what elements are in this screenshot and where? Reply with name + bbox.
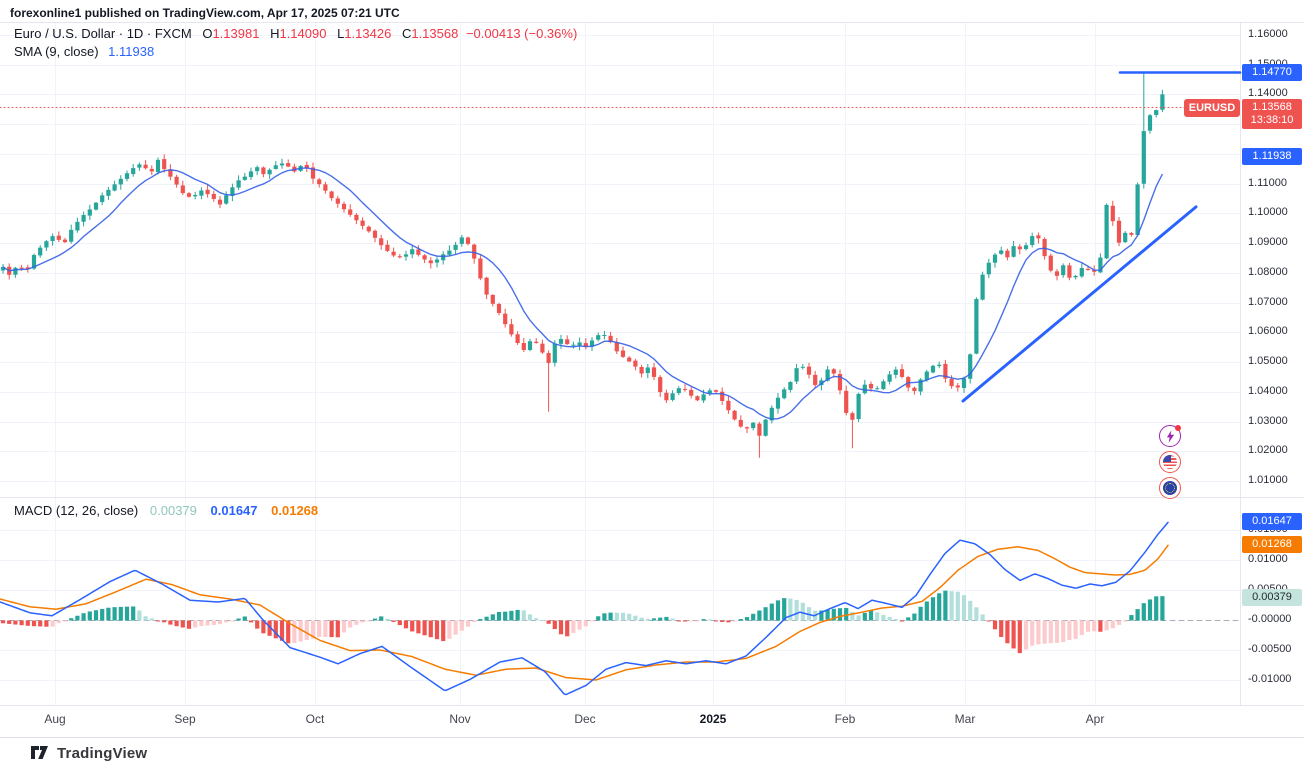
price-tick: 1.02000 [1248, 444, 1288, 457]
price-tick: 1.03000 [1248, 414, 1288, 427]
time-label-Sep[interactable]: Sep [174, 712, 196, 726]
sma-label[interactable]: SMA (9, close) [14, 44, 99, 59]
symbol-price-flag[interactable]: EURUSD [1184, 99, 1240, 117]
price-tick: 1.01000 [1248, 473, 1288, 486]
time-label-Nov[interactable]: Nov [449, 712, 471, 726]
price-tick: 1.06000 [1248, 325, 1288, 338]
price-tick: 1.10000 [1248, 206, 1288, 219]
sma-price-badge: 1.11938 [1242, 147, 1302, 165]
sma-value: 1.11938 [108, 44, 155, 59]
macd-tick: -0.00500 [1248, 643, 1292, 655]
sma-legend[interactable]: SMA (9, close) 1.11938 [14, 44, 154, 59]
price-tick: 1.04000 [1248, 384, 1288, 397]
published-byline: forexonline1 published on TradingView.co… [10, 6, 400, 20]
time-label-Feb[interactable]: Feb [834, 712, 856, 726]
time-label-Aug[interactable]: Aug [44, 712, 66, 726]
event-icon-flash[interactable] [1159, 425, 1181, 447]
macd-tick: -0.01000 [1248, 673, 1292, 685]
time-label-Oct[interactable]: Oct [305, 712, 325, 726]
ray-price-badge: 1.14770 [1242, 63, 1302, 81]
close-value: 1.13568 [411, 26, 459, 41]
macd-line-value: 0.01647 [210, 503, 258, 518]
header-separator [0, 22, 1304, 23]
macd-legend[interactable]: MACD (12, 26, close) 0.00379 0.01647 0.0… [14, 503, 318, 518]
macd-tick: 0.01000 [1248, 553, 1288, 565]
low-label: L [337, 26, 345, 41]
change-value: −0.00413 (−0.36%) [465, 26, 578, 41]
open-label: O [202, 26, 213, 41]
last-price-badge: 1.13568 13:38:10 [1242, 99, 1302, 130]
eu-flag-icon [1163, 481, 1177, 495]
price-tick: 1.11000 [1248, 176, 1287, 189]
price-tick: 1.05000 [1248, 355, 1288, 368]
low-value: 1.13426 [344, 26, 392, 41]
macd-hist-value: 0.00379 [149, 503, 197, 518]
price-tick: 1.14000 [1248, 87, 1288, 100]
macd-tick: -0.00000 [1248, 613, 1292, 625]
symbol-title[interactable]: Euro / U.S. Dollar · 1D · FXCM [14, 26, 192, 41]
last-price-value: 1.13568 [1252, 101, 1292, 114]
price-tick: 1.07000 [1248, 295, 1288, 308]
tradingview-wordmark[interactable]: TradingView [57, 745, 148, 762]
pane-separator [0, 497, 1304, 498]
event-icon-us-flag[interactable] [1159, 451, 1181, 473]
chart-canvas[interactable] [0, 0, 1304, 735]
tradingview-logo-icon[interactable] [30, 745, 49, 762]
macd-signal-value: 0.01268 [271, 503, 319, 518]
time-label-Dec[interactable]: Dec [574, 712, 596, 726]
footer: TradingView [0, 737, 1304, 768]
time-label-Apr[interactable]: Apr [1085, 712, 1105, 726]
price-tick: 1.08000 [1248, 265, 1288, 278]
event-alert-dot [1175, 425, 1181, 431]
macd-label[interactable]: MACD (12, 26, close) [14, 503, 139, 518]
us-flag-icon [1163, 455, 1177, 469]
high-label: H [270, 26, 280, 41]
symbol-legend[interactable]: Euro / U.S. Dollar · 1D · FXCM O1.13981 … [14, 26, 577, 41]
time-axis-separator [0, 705, 1304, 706]
high-value: 1.14090 [279, 26, 327, 41]
price-tick: 1.09000 [1248, 236, 1288, 249]
hist-value-badge: 0.00379 [1242, 589, 1302, 607]
time-label-2025[interactable]: 2025 [699, 712, 727, 726]
price-tick: 1.16000 [1248, 28, 1288, 40]
time-label-Mar[interactable]: Mar [954, 712, 976, 726]
lightning-icon [1166, 429, 1174, 443]
macd-value-badge: 0.01647 [1242, 513, 1302, 531]
bar-countdown: 13:38:10 [1250, 114, 1294, 127]
open-value: 1.13981 [212, 26, 260, 41]
signal-value-badge: 0.01268 [1242, 535, 1302, 553]
close-label: C [401, 26, 412, 41]
event-icon-eu-flag[interactable] [1159, 477, 1181, 499]
